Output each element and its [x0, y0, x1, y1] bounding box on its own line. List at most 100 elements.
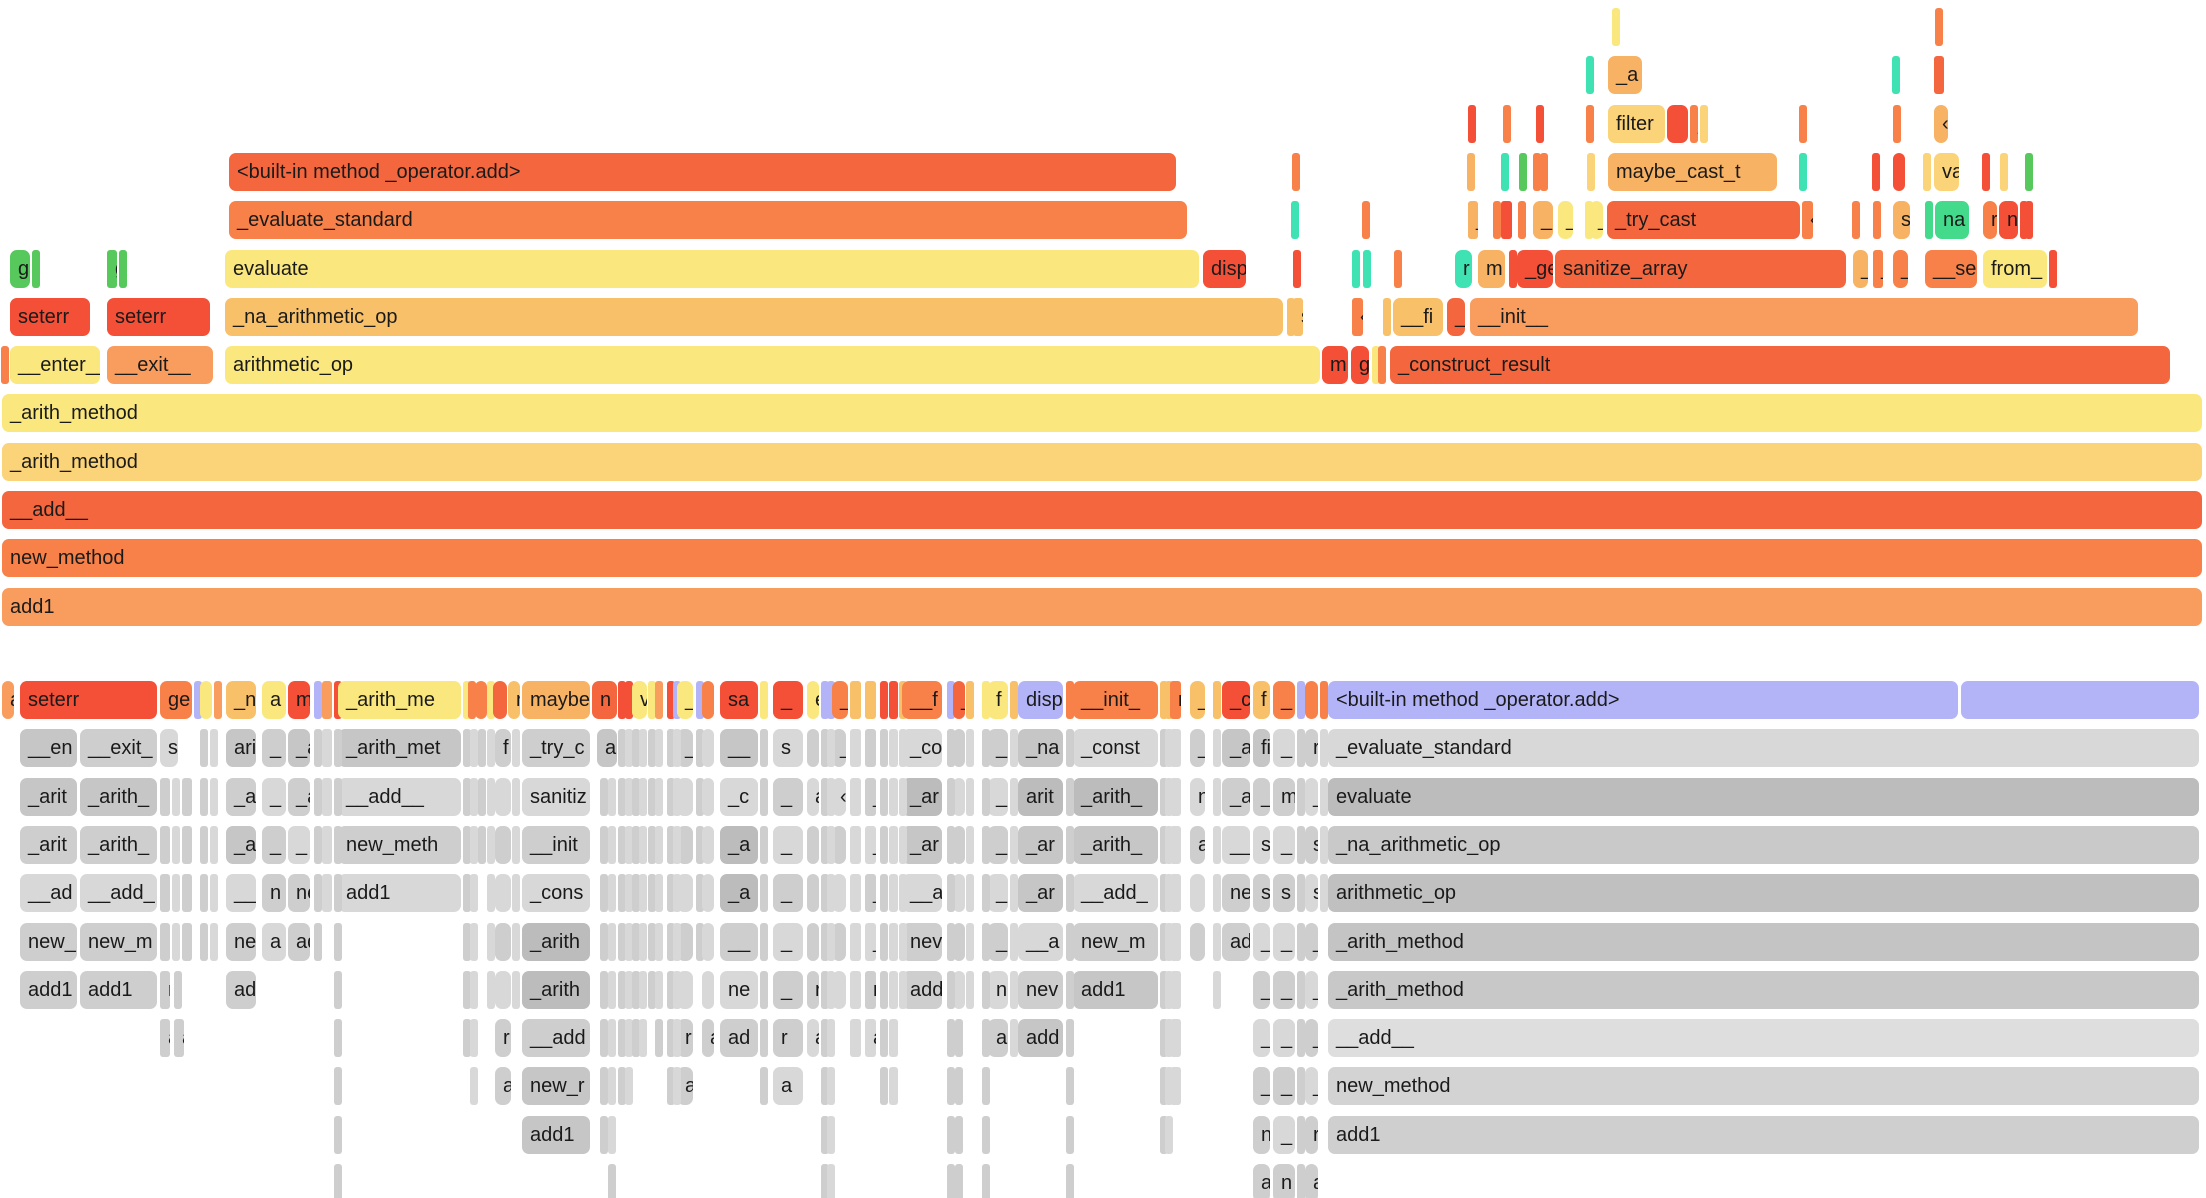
flame-frame[interactable] — [495, 874, 511, 913]
flame-frame[interactable] — [702, 777, 714, 816]
flame-frame[interactable] — [1293, 249, 1301, 288]
flame-frame[interactable]: add1 — [338, 874, 461, 913]
flame-frame[interactable]: _ — [1190, 681, 1205, 719]
flame-frame[interactable]: sanitiz — [522, 777, 590, 816]
flame-frame[interactable] — [1501, 152, 1509, 191]
flame-frame[interactable] — [334, 777, 342, 816]
flame-frame[interactable] — [1010, 681, 1018, 719]
flame-frame[interactable] — [608, 777, 616, 816]
flame-frame[interactable] — [982, 970, 990, 1009]
flame-frame[interactable]: __add_ — [1073, 874, 1158, 913]
flame-frame[interactable] — [334, 1019, 342, 1058]
flame-frame[interactable]: _ — [773, 922, 803, 961]
flame-frame[interactable] — [880, 970, 888, 1009]
flame-frame[interactable] — [314, 825, 322, 864]
flame-frame[interactable] — [608, 1164, 616, 1198]
flame-frame[interactable] — [618, 970, 626, 1009]
flame-frame[interactable]: na — [1935, 201, 1969, 240]
flame-frame[interactable] — [850, 681, 861, 719]
flame-frame[interactable] — [618, 729, 626, 768]
flame-frame[interactable] — [600, 1019, 608, 1058]
flame-frame[interactable] — [608, 1115, 616, 1154]
flame-frame[interactable] — [322, 681, 332, 719]
flame-frame[interactable]: seterr — [20, 681, 157, 719]
flame-frame[interactable] — [2020, 201, 2028, 240]
flame-frame[interactable] — [608, 1019, 616, 1058]
flame-frame[interactable] — [1190, 874, 1205, 913]
flame-frame[interactable] — [947, 970, 955, 1009]
flame-frame[interactable] — [512, 922, 520, 961]
flame-frame[interactable]: _a — [1222, 777, 1250, 816]
flame-frame[interactable] — [850, 922, 861, 961]
flame-frame[interactable]: _ — [865, 777, 876, 816]
flame-frame[interactable] — [953, 970, 965, 1009]
flame-frame[interactable]: f — [988, 681, 1008, 719]
flame-frame[interactable] — [1160, 1067, 1168, 1106]
flame-frame[interactable]: _a — [1222, 729, 1250, 768]
flame-frame[interactable] — [827, 1164, 835, 1198]
flame-frame[interactable] — [608, 922, 616, 961]
flame-frame[interactable] — [194, 681, 202, 719]
flame-frame[interactable]: ‹ — [1934, 104, 1948, 143]
flame-frame[interactable]: ‹ — [1802, 201, 1813, 240]
flame-frame[interactable]: f — [495, 729, 511, 768]
flame-frame[interactable] — [1160, 825, 1168, 864]
flame-frame[interactable]: _ — [1273, 1019, 1295, 1058]
flame-frame[interactable]: __exit__ — [107, 346, 213, 385]
flame-frame[interactable] — [1297, 681, 1305, 719]
flame-frame[interactable] — [1852, 201, 1860, 240]
flame-frame[interactable] — [210, 825, 218, 864]
flame-frame[interactable] — [475, 681, 487, 719]
flame-frame[interactable]: _arith_met — [338, 729, 461, 768]
flame-frame[interactable]: add — [902, 970, 942, 1009]
flame-frame[interactable]: _ — [1533, 201, 1553, 240]
flame-frame[interactable]: _arit — [20, 825, 77, 864]
flame-frame[interactable] — [966, 777, 974, 816]
flame-frame[interactable]: s — [1253, 874, 1270, 913]
flame-frame[interactable] — [1010, 970, 1018, 1009]
flame-frame[interactable] — [200, 825, 208, 864]
flame-frame[interactable] — [334, 970, 342, 1009]
flame-frame[interactable] — [947, 922, 955, 961]
flame-frame[interactable] — [821, 825, 829, 864]
flame-frame[interactable] — [334, 1164, 342, 1198]
flame-frame[interactable] — [648, 777, 656, 816]
flame-frame[interactable] — [982, 681, 990, 719]
flame-frame[interactable] — [463, 681, 471, 719]
flame-frame[interactable] — [463, 922, 471, 961]
flame-frame[interactable] — [821, 1164, 829, 1198]
flame-frame[interactable]: _ — [1468, 201, 1478, 240]
flame-frame[interactable]: add1 — [20, 970, 77, 1009]
flame-frame[interactable]: g — [107, 249, 117, 288]
flame-frame[interactable]: e — [807, 681, 819, 719]
flame-frame[interactable] — [655, 825, 663, 864]
flame-frame[interactable] — [210, 874, 218, 913]
flame-frame[interactable]: seterr — [10, 297, 90, 336]
flame-frame[interactable]: _ — [262, 729, 286, 768]
flame-frame[interactable]: _ — [1305, 1067, 1318, 1106]
flame-frame[interactable] — [463, 874, 471, 913]
flame-frame[interactable]: new_ — [20, 922, 77, 961]
flame-frame[interactable] — [880, 874, 888, 913]
flame-frame[interactable] — [487, 970, 495, 1009]
flame-frame[interactable]: g — [10, 249, 30, 288]
flame-frame[interactable] — [2000, 152, 2008, 191]
flame-frame[interactable]: _ — [953, 681, 965, 719]
flame-frame[interactable] — [865, 729, 876, 768]
flame-frame[interactable] — [1170, 874, 1181, 913]
flame-frame[interactable]: ad — [226, 970, 256, 1009]
flame-frame[interactable] — [1291, 201, 1299, 240]
flame-frame[interactable] — [468, 681, 476, 719]
flame-frame[interactable]: a — [495, 1067, 511, 1106]
flame-frame[interactable] — [1213, 681, 1221, 719]
flame-frame[interactable]: disp — [1018, 681, 1063, 719]
flame-frame[interactable] — [1010, 777, 1018, 816]
flame-frame[interactable]: new_meth — [338, 825, 461, 864]
flame-frame[interactable]: _ — [1305, 922, 1318, 961]
flame-frame[interactable]: arithmetic_op — [1328, 874, 2199, 913]
flame-frame[interactable]: _a — [1608, 56, 1642, 95]
flame-frame[interactable] — [807, 825, 819, 864]
flame-frame[interactable] — [200, 922, 208, 961]
flame-frame[interactable] — [322, 874, 332, 913]
flame-frame[interactable]: __f — [902, 681, 942, 719]
